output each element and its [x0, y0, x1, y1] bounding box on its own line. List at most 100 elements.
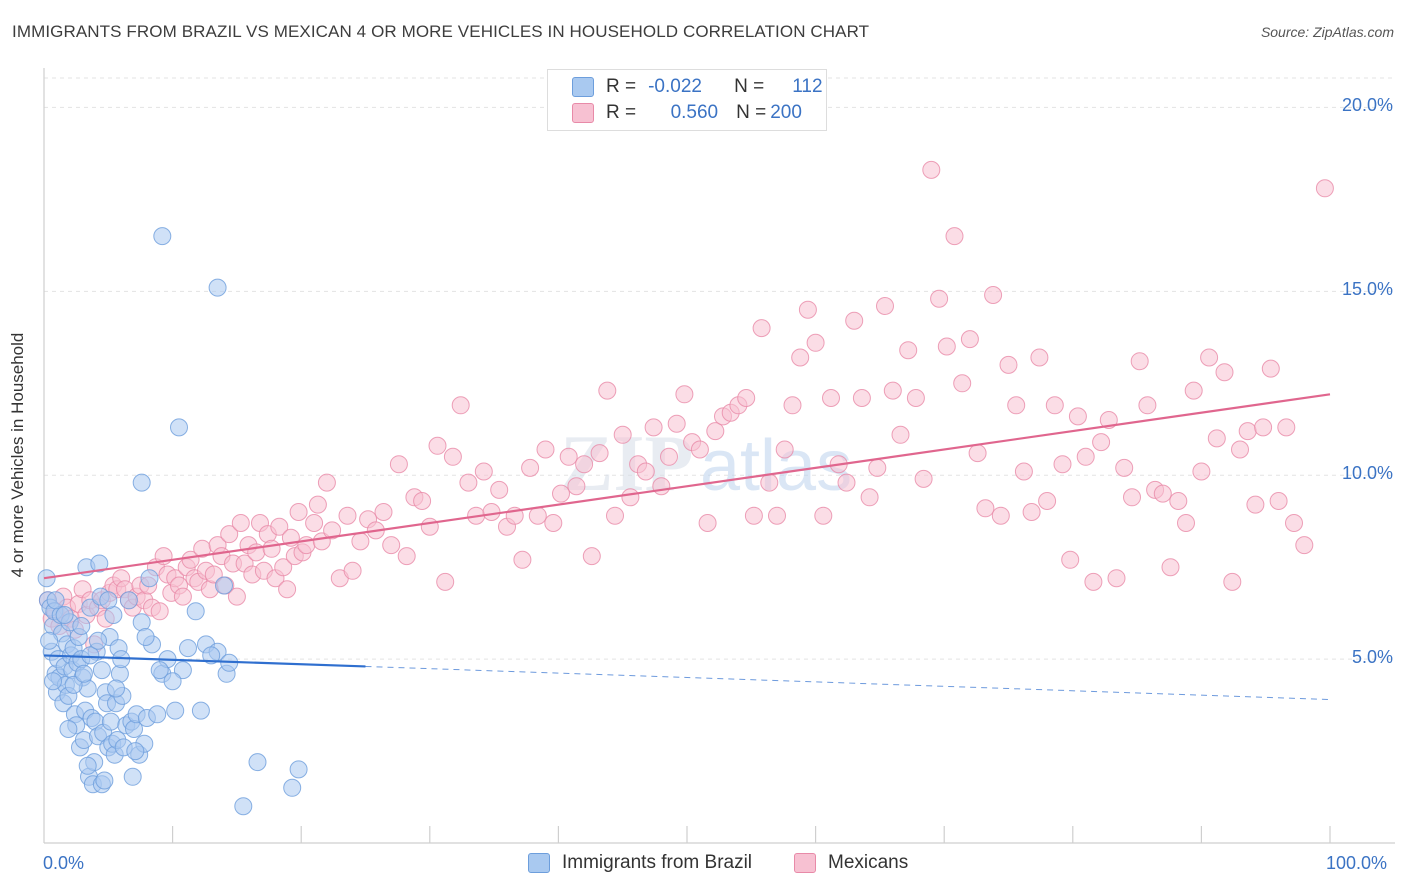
brazil-point	[99, 591, 118, 610]
mexican-point	[891, 425, 910, 444]
legend-n-label: N =	[734, 76, 765, 97]
brazil-point	[46, 591, 65, 610]
brazil-point	[132, 473, 151, 492]
mexican-point	[459, 473, 478, 492]
brazil-point	[202, 646, 221, 665]
legend-row-mexicans: R = 0.560 N = 200	[572, 101, 802, 125]
brazil-point	[248, 753, 267, 772]
mexican-point	[389, 455, 408, 474]
mexican-point	[945, 227, 964, 246]
brazil-point	[234, 797, 253, 816]
mexican-point	[1223, 572, 1242, 591]
mexican-point	[1123, 488, 1141, 507]
mexican-point	[590, 444, 609, 463]
mexican-point	[1053, 455, 1072, 474]
mexican-point	[906, 389, 925, 407]
mexican-point	[559, 447, 578, 466]
y-tick-label: 15.0%	[1341, 279, 1393, 300]
mexican-point	[1277, 418, 1296, 437]
mexican-point	[474, 462, 493, 481]
mexican-point	[968, 444, 987, 463]
stats-legend: R = -0.022 N = 112 R = 0.560 N = 200	[547, 69, 827, 131]
trend-lines	[43, 393, 1331, 701]
legend-swatch-brazil	[572, 77, 594, 97]
brazil-point	[101, 712, 120, 731]
mexican-point	[528, 506, 547, 525]
mexican-point	[1038, 492, 1057, 510]
mexican-point	[552, 484, 570, 503]
mexican-point	[852, 389, 871, 407]
mexican-point	[1215, 363, 1234, 382]
mexican-point	[1014, 462, 1033, 481]
y-tick-label: 10.0%	[1341, 463, 1393, 484]
mexican-point	[960, 330, 979, 349]
brazil-point	[126, 742, 145, 761]
mexican-point	[798, 300, 817, 319]
mexican-point	[791, 348, 810, 367]
mexican-point	[976, 499, 995, 518]
legend-n-value-brazil: 112	[792, 76, 823, 97]
mexican-point	[598, 381, 617, 400]
brazil-point	[215, 576, 233, 595]
mexican-point	[922, 160, 941, 179]
legend-item-brazil[interactable]: Immigrants from Brazil	[528, 852, 752, 874]
mexican-point	[1107, 569, 1126, 588]
brazil-point	[59, 720, 78, 738]
brazil-point	[150, 661, 169, 680]
brazil-point	[166, 701, 185, 720]
brazil-point	[170, 418, 188, 437]
chart-title: IMMIGRANTS FROM BRAZIL VS MEXICAN 4 OR M…	[12, 22, 870, 41]
mexican-point	[652, 477, 671, 496]
mexican-point	[1030, 348, 1049, 367]
brazil-point	[64, 675, 83, 694]
mexican-point	[675, 385, 694, 404]
legend-label-mexicans: Mexicans	[828, 852, 909, 873]
mexican-point	[999, 355, 1018, 374]
mexican-point	[1177, 514, 1195, 532]
mexican-point	[420, 517, 439, 536]
mexican-point	[760, 473, 779, 492]
brazil-point	[186, 602, 205, 621]
legend-row-brazil: R = -0.022 N = 112	[572, 75, 823, 99]
brazil-point	[81, 646, 100, 665]
mexican-point	[1285, 514, 1303, 532]
mexican-point	[644, 418, 663, 437]
brazil-point	[179, 639, 197, 658]
mexican-point	[1084, 572, 1103, 591]
legend-n-label: N =	[736, 102, 767, 123]
mexican-point	[899, 341, 918, 360]
series-mexicans	[38, 160, 1334, 654]
legend-n-value-mexicans: 200	[770, 102, 802, 123]
brazil-point	[136, 628, 155, 646]
mexican-point	[1045, 396, 1064, 415]
legend-r-value-brazil: -0.022	[648, 76, 702, 97]
brazil-point	[92, 661, 111, 680]
axes	[43, 68, 1395, 844]
series-brazil	[37, 227, 308, 816]
brazil-point	[78, 756, 97, 775]
mexican-point	[220, 525, 239, 544]
mexican-point	[613, 425, 632, 444]
brazil-trend-line	[43, 654, 366, 668]
legend-item-mexicans[interactable]: Mexicans	[794, 852, 908, 874]
mexican-point	[991, 506, 1010, 525]
mexican-point	[1161, 558, 1180, 577]
mexican-point	[270, 517, 289, 536]
mexican-point	[845, 311, 864, 330]
mexican-point	[308, 495, 327, 514]
mexican-point	[1192, 462, 1211, 481]
mexican-point	[606, 506, 624, 525]
mexican-point	[953, 374, 972, 393]
mexican-point	[860, 488, 879, 507]
brazil-trend-extension	[365, 665, 1331, 701]
mexican-point	[706, 422, 725, 441]
mexican-point	[1061, 550, 1080, 569]
mexican-point	[521, 458, 540, 477]
mexican-point	[544, 514, 563, 532]
mexican-point	[451, 396, 470, 415]
mexican-point	[783, 396, 802, 415]
mexican-point	[443, 447, 462, 466]
legend-swatch-mexicans	[572, 103, 594, 123]
brazil-point	[208, 278, 227, 297]
